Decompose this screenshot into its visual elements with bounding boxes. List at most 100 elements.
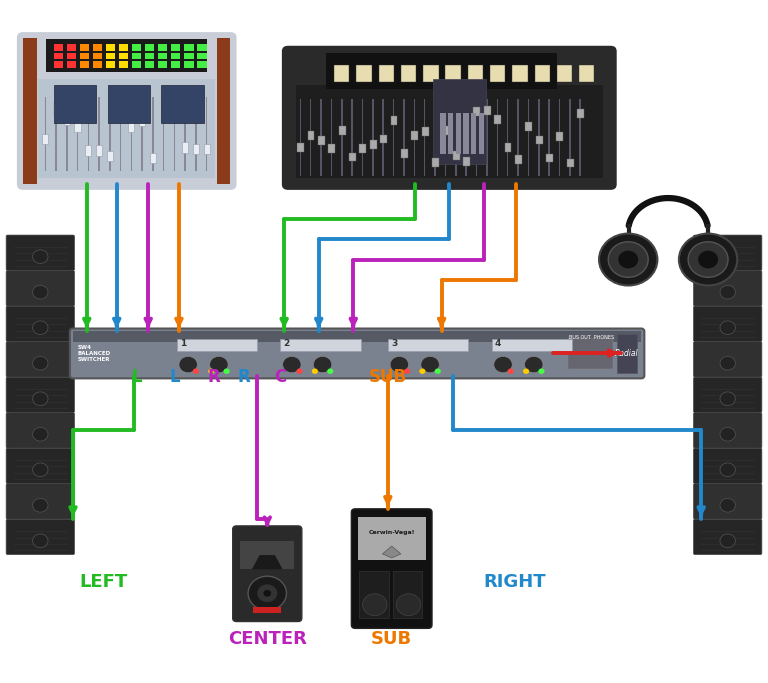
Bar: [473, 107, 481, 115]
Bar: [569, 99, 571, 176]
Bar: [197, 61, 207, 68]
Bar: [107, 150, 113, 161]
Bar: [432, 158, 439, 167]
Bar: [240, 541, 294, 570]
FancyBboxPatch shape: [6, 306, 74, 342]
Circle shape: [720, 321, 736, 335]
FancyBboxPatch shape: [70, 329, 644, 378]
Bar: [98, 97, 100, 171]
Circle shape: [33, 285, 48, 299]
FancyBboxPatch shape: [6, 342, 74, 377]
Bar: [507, 99, 508, 176]
Bar: [505, 143, 511, 152]
Bar: [106, 61, 115, 68]
Bar: [74, 122, 81, 133]
Circle shape: [33, 321, 48, 335]
FancyBboxPatch shape: [694, 519, 762, 555]
Bar: [356, 65, 372, 82]
Bar: [80, 44, 89, 51]
Text: L: L: [170, 368, 180, 386]
Bar: [471, 113, 476, 154]
FancyBboxPatch shape: [694, 484, 762, 519]
Bar: [161, 102, 167, 113]
Bar: [445, 99, 446, 176]
Circle shape: [494, 357, 512, 373]
Circle shape: [404, 368, 410, 374]
Bar: [204, 144, 210, 154]
Circle shape: [523, 368, 529, 374]
FancyBboxPatch shape: [6, 519, 74, 555]
Bar: [139, 116, 145, 126]
Bar: [390, 116, 397, 125]
Bar: [132, 61, 141, 68]
Bar: [88, 97, 89, 171]
Bar: [54, 61, 63, 68]
Bar: [352, 99, 353, 176]
Bar: [66, 97, 68, 171]
Text: R: R: [207, 368, 220, 386]
Text: SUB: SUB: [369, 368, 407, 386]
Bar: [158, 44, 167, 51]
Circle shape: [257, 585, 277, 602]
Bar: [334, 65, 349, 82]
Bar: [106, 44, 115, 51]
Bar: [448, 113, 453, 154]
Bar: [280, 339, 361, 351]
Bar: [23, 38, 37, 184]
FancyBboxPatch shape: [694, 306, 762, 342]
Bar: [379, 65, 394, 82]
Circle shape: [720, 250, 736, 264]
Bar: [536, 135, 543, 144]
Circle shape: [33, 534, 48, 548]
Text: SW4
BALANCED
SWITCHER: SW4 BALANCED SWITCHER: [78, 345, 111, 362]
Bar: [85, 145, 91, 156]
FancyBboxPatch shape: [17, 32, 237, 190]
Bar: [412, 131, 418, 140]
Circle shape: [313, 357, 332, 373]
Bar: [512, 65, 528, 82]
Bar: [546, 154, 553, 163]
Circle shape: [248, 576, 286, 611]
Bar: [380, 135, 387, 143]
Bar: [518, 99, 519, 176]
Circle shape: [263, 590, 271, 597]
Bar: [528, 99, 529, 176]
Bar: [339, 126, 346, 135]
Circle shape: [33, 357, 48, 370]
Bar: [67, 61, 76, 68]
FancyBboxPatch shape: [6, 413, 74, 448]
Circle shape: [525, 357, 543, 373]
Circle shape: [419, 368, 425, 374]
Circle shape: [720, 534, 736, 548]
Bar: [492, 339, 572, 351]
Bar: [150, 152, 156, 163]
Bar: [486, 99, 488, 176]
Bar: [442, 126, 449, 135]
Circle shape: [599, 234, 657, 285]
FancyBboxPatch shape: [233, 526, 302, 622]
Circle shape: [720, 428, 736, 441]
Circle shape: [396, 594, 421, 615]
Bar: [193, 144, 199, 154]
Bar: [617, 334, 637, 373]
Bar: [463, 157, 470, 166]
Text: 4: 4: [495, 339, 501, 348]
Bar: [548, 99, 550, 176]
Bar: [329, 144, 335, 153]
Circle shape: [210, 357, 228, 373]
Bar: [120, 97, 121, 171]
Circle shape: [720, 357, 736, 370]
Bar: [195, 97, 197, 171]
Bar: [174, 97, 175, 171]
Bar: [93, 61, 102, 68]
Bar: [118, 108, 124, 118]
Bar: [158, 61, 167, 68]
Bar: [184, 61, 194, 68]
Circle shape: [608, 242, 648, 277]
Bar: [163, 97, 164, 171]
Bar: [496, 99, 498, 176]
Bar: [568, 338, 613, 369]
Circle shape: [327, 368, 333, 374]
Bar: [559, 99, 561, 176]
Bar: [106, 53, 115, 59]
